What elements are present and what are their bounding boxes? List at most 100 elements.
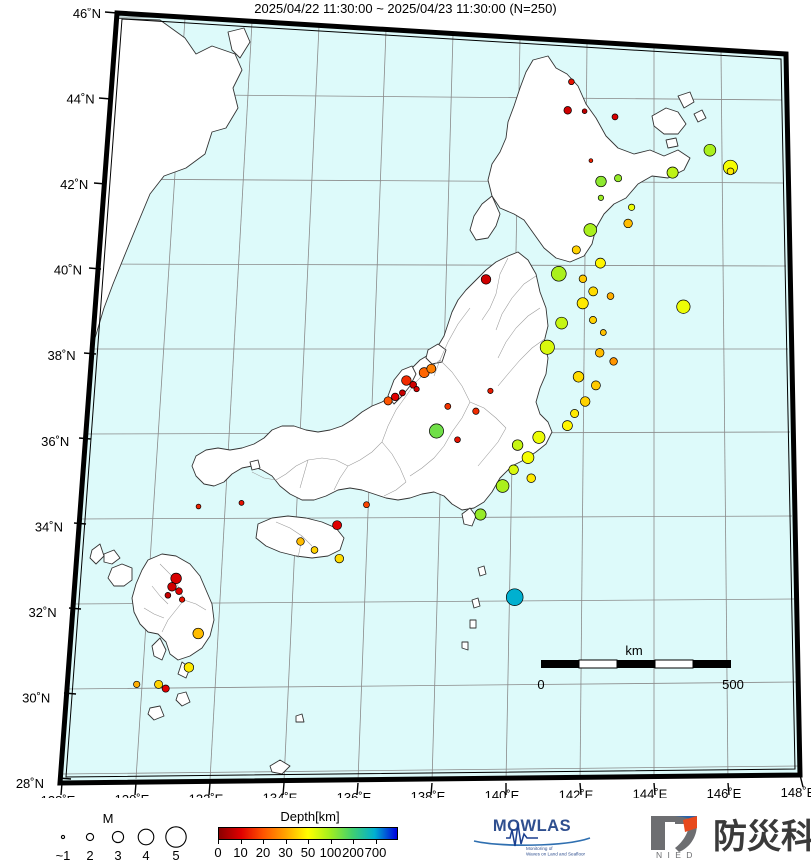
nied-mark-red — [683, 816, 697, 832]
epicenter-marker — [383, 396, 393, 406]
magnitude-legend-label: 2 — [86, 848, 94, 863]
epicenter-marker — [568, 78, 575, 86]
epicenter-marker — [454, 436, 461, 443]
nied-logo: N I E D 防災科研 — [651, 816, 811, 860]
epicenter-marker — [401, 375, 412, 386]
scale-bar: km 0 500 — [537, 643, 743, 692]
epicenter-marker — [588, 158, 594, 163]
magnitude-legend-circle — [137, 828, 155, 846]
nied-mark-left — [651, 816, 675, 850]
epicenter-marker — [589, 316, 597, 324]
epicenter-marker — [591, 380, 601, 391]
longitude-tick-label: 142˚E — [559, 787, 594, 798]
epicenter-marker — [562, 420, 573, 431]
epicenter-marker — [595, 257, 606, 269]
epicenter-marker — [526, 473, 536, 483]
depth-colorbar-tick — [308, 840, 309, 844]
depth-legend-label: 10 — [233, 845, 248, 860]
earthquake-map: km 0 500 28˚N 30˚N 32˚N 34˚N 36˚N 38˚N 40˚N 42˚… — [0, 8, 811, 798]
depth-legend-label: 700 — [364, 845, 387, 860]
depth-legend-label: 50 — [300, 845, 316, 860]
latitude-tick-label: 28˚N — [16, 776, 44, 791]
scalebar-max-label: 500 — [722, 677, 744, 692]
epicenter-marker — [195, 503, 202, 510]
epicenter-marker — [580, 396, 591, 407]
epicenter-marker — [539, 339, 555, 355]
epicenter-marker — [444, 403, 452, 410]
epicenter-marker — [606, 292, 615, 300]
magnitude-legend-circle — [60, 834, 66, 840]
depth-colorbar-tick — [240, 840, 242, 844]
longitude-tick-label: 148˚E — [781, 785, 811, 798]
depth-colorbar-ticks — [218, 840, 398, 845]
epicenter-marker — [183, 662, 195, 673]
epicenter-marker — [595, 348, 605, 358]
magnitude-legend-circle — [165, 826, 187, 848]
magnitude-legend-title: M — [102, 811, 114, 826]
magnitude-legend-label: 3 — [114, 848, 122, 863]
epicenter-marker — [296, 537, 305, 546]
latitude-tick-label: 34˚N — [35, 519, 63, 534]
epicenter-marker — [167, 582, 177, 592]
depth-legend-label: 30 — [278, 845, 293, 860]
longitude-tick-label: 146˚E — [707, 786, 742, 798]
epicenter-marker — [703, 143, 717, 157]
depth-colorbar-box — [218, 827, 398, 840]
epicenter-marker — [614, 174, 623, 183]
epicenter-marker — [563, 106, 572, 115]
magnitude-legend-label: 5 — [172, 848, 180, 863]
frame-ticks — [58, 11, 804, 796]
nied-kanji: 防災科研 — [713, 818, 811, 856]
epicenter-marker — [555, 316, 568, 330]
depth-colorbar-tick — [218, 840, 219, 844]
mowlas-tagline-1: Monitoring of — [526, 846, 553, 851]
epicenter-marker — [726, 167, 735, 176]
epicenter-marker — [429, 423, 444, 439]
magnitude-legend-label: 4 — [142, 848, 150, 863]
page-title: 2025/04/22 11:30:00 ~ 2025/04/23 11:30:0… — [254, 1, 557, 16]
epicenter-marker — [133, 680, 141, 688]
epicenter-marker — [413, 386, 420, 393]
longitude-tick-label: 134˚E — [263, 791, 298, 798]
epicenter-marker — [399, 389, 406, 397]
epicenter-marker — [391, 392, 400, 402]
epicenter-marker — [532, 430, 546, 444]
mowlas-waveform — [506, 823, 538, 847]
legend-strip: M ~1 2 3 4 5 Depth[km] 0 10 20 30 50 100 200 700 MO… — [0, 798, 811, 864]
latitude-tick-label: 38˚N — [48, 348, 76, 363]
depth-colorbar-tick — [263, 840, 264, 844]
depth-colorbar — [218, 827, 398, 840]
longitude-tick-label: 132˚E — [189, 791, 224, 798]
longitude-tick-label: 140˚E — [485, 788, 520, 798]
depth-legend-labels: 0 10 20 30 50 100 200 700 — [205, 844, 415, 861]
epicenter-marker — [192, 627, 204, 640]
epicenter-marker — [474, 508, 487, 521]
mowlas-swoosh — [473, 837, 591, 846]
depth-colorbar-tick — [375, 840, 377, 844]
earthquake-markers — [133, 78, 738, 693]
latitude-tick-label: 32˚N — [29, 605, 57, 620]
epicenter-marker — [310, 546, 319, 554]
latitude-labels: 28˚N 30˚N 32˚N 34˚N 36˚N 38˚N 40˚N 42˚N 44˚N 46˚N — [16, 8, 101, 791]
longitude-tick-label: 128˚E — [41, 793, 76, 798]
scalebar-min-label: 0 — [537, 677, 544, 692]
depth-legend-label: 20 — [255, 845, 271, 860]
epicenter-marker — [505, 588, 524, 606]
longitude-tick-label: 130˚E — [115, 792, 150, 798]
epicenter-marker — [164, 592, 172, 599]
map-canvas: km 0 500 28˚N 30˚N 32˚N 34˚N 36˚N 38˚N 40˚N 42˚… — [16, 8, 811, 798]
epicenter-marker — [170, 572, 182, 585]
latitude-tick-label: 42˚N — [60, 177, 88, 192]
epicenter-marker — [238, 500, 245, 506]
depth-colorbar-tick — [353, 840, 354, 844]
epicenter-marker — [472, 407, 480, 415]
depth-legend-label: 0 — [214, 845, 222, 860]
epicenter-marker — [581, 108, 588, 114]
latitude-tick-label: 46˚N — [73, 8, 101, 21]
epicenter-marker — [576, 297, 589, 310]
depth-legend: Depth[km] 0 10 20 30 50 100 200 700 — [205, 810, 415, 862]
epicenter-marker — [611, 113, 619, 121]
scalebar-title: km — [625, 643, 642, 658]
mowlas-wordmark: MOWLAS — [493, 817, 571, 835]
epicenter-marker — [597, 194, 604, 201]
